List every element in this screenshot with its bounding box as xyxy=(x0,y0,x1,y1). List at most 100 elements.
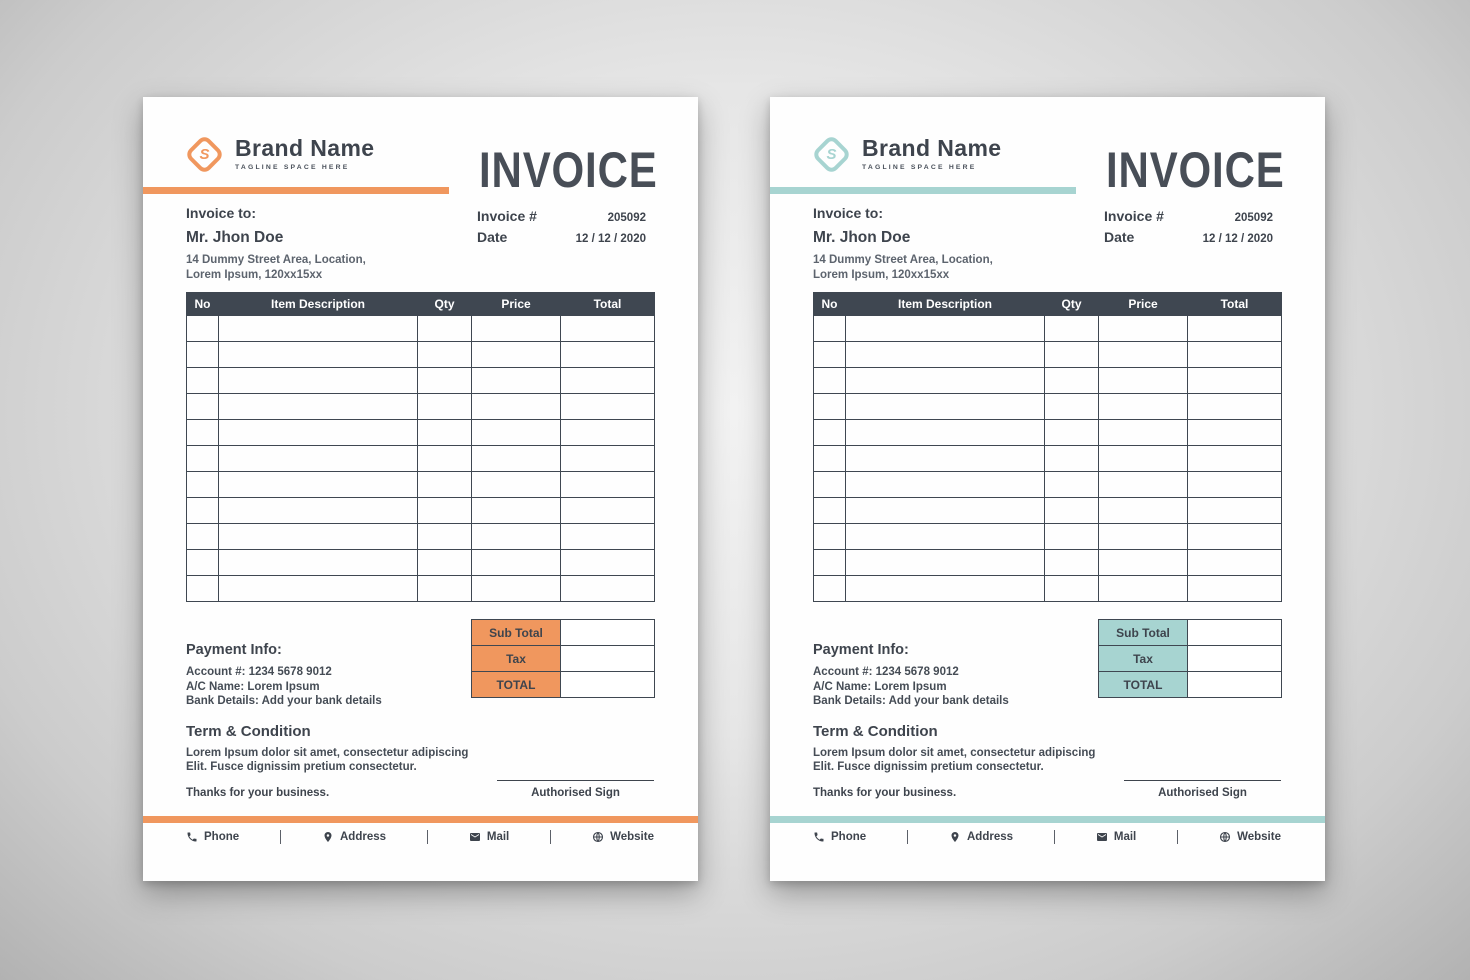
authorised-sign-label: Authorised Sign xyxy=(531,787,620,799)
footer-item-address: Address xyxy=(949,831,1013,843)
empty-item-cell xyxy=(1044,575,1099,602)
brand-logo-letter: S xyxy=(199,146,210,163)
payment-ac-name: A/C Name: Lorem Ipsum xyxy=(813,680,947,693)
subtotal-label: Sub Total xyxy=(1098,619,1188,646)
empty-item-cell xyxy=(218,575,418,602)
empty-item-cell xyxy=(813,367,846,394)
empty-item-cell xyxy=(813,315,846,342)
subtotal-value xyxy=(1187,619,1282,646)
empty-item-cell xyxy=(560,341,655,368)
empty-item-cell xyxy=(218,549,418,576)
payment-account: Account #: 1234 5678 9012 xyxy=(813,666,959,678)
empty-item-cell xyxy=(1044,445,1099,472)
empty-item-cell xyxy=(845,341,1045,368)
invoice-number-label: Invoice # xyxy=(477,208,537,224)
empty-item-cell xyxy=(417,471,472,498)
empty-item-cell xyxy=(560,367,655,394)
empty-item-cell xyxy=(417,315,472,342)
invoice-date-row: Date 12 / 12 / 2020 xyxy=(1104,229,1273,245)
column-header-total: Total xyxy=(560,292,655,316)
empty-item-cell xyxy=(845,393,1045,420)
footer-separator xyxy=(1053,830,1055,844)
empty-item-cell xyxy=(1187,315,1282,342)
bill-to-address-line1: 14 Dummy Street Area, Location, xyxy=(186,254,366,266)
phone-icon xyxy=(187,832,197,842)
tax-label: Tax xyxy=(1098,645,1188,672)
empty-item-cell xyxy=(218,315,418,342)
subtotal-value xyxy=(560,619,655,646)
item-row xyxy=(186,471,655,498)
empty-item-cell xyxy=(417,497,472,524)
empty-item-cell xyxy=(1098,549,1188,576)
empty-item-cell xyxy=(1098,523,1188,550)
footer-label-address: Address xyxy=(339,831,387,843)
invoice-number-row: Invoice # 205092 xyxy=(1104,208,1273,224)
empty-item-cell xyxy=(845,419,1045,446)
empty-item-cell xyxy=(845,549,1045,576)
thanks-note: Thanks for your business. xyxy=(813,787,957,799)
empty-item-cell xyxy=(218,419,418,446)
items-table: No Item Description Qty Price Total xyxy=(186,292,655,602)
item-row xyxy=(186,367,655,394)
empty-item-cell xyxy=(1187,575,1282,602)
footer-separator xyxy=(1177,830,1179,844)
invoice-title: INVOICE xyxy=(1106,142,1285,198)
invoice-meta: Invoice # 205092 Date 12 / 12 / 2020 xyxy=(477,208,646,250)
empty-item-cell xyxy=(1098,315,1188,342)
empty-item-cell xyxy=(813,497,846,524)
items-table-header-row: No Item Description Qty Price Total xyxy=(186,292,655,316)
empty-item-cell xyxy=(813,419,846,446)
mail-icon xyxy=(1096,833,1107,841)
item-row xyxy=(186,445,655,472)
authorised-sign-label: Authorised Sign xyxy=(1158,787,1247,799)
empty-item-cell xyxy=(471,419,561,446)
column-header-description: Item Description xyxy=(845,292,1045,316)
payment-bank-details: Bank Details: Add your bank details xyxy=(186,695,382,708)
item-row xyxy=(186,341,655,368)
empty-item-cell xyxy=(417,367,472,394)
empty-item-cell xyxy=(471,341,561,368)
total-value xyxy=(1187,671,1282,698)
signature-line: Authorised Sign xyxy=(497,780,654,799)
empty-item-cell xyxy=(186,315,219,342)
payment-ac-name: A/C Name: Lorem Ipsum xyxy=(186,680,320,693)
tax-row: Tax xyxy=(1098,645,1282,672)
mail-icon xyxy=(469,833,480,841)
empty-item-cell xyxy=(1187,393,1282,420)
empty-item-cell xyxy=(1098,471,1188,498)
terms-section: Term & Condition Lorem Ipsum dolor sit a… xyxy=(186,723,468,774)
item-row xyxy=(186,497,655,524)
empty-item-cell xyxy=(471,315,561,342)
invoice-number-row: Invoice # 205092 xyxy=(477,208,646,224)
empty-item-cell xyxy=(813,393,846,420)
item-row xyxy=(813,393,1282,420)
brand-logo-letter: S xyxy=(826,146,837,163)
empty-item-cell xyxy=(1098,341,1188,368)
payment-info-heading: Payment Info: xyxy=(186,642,282,658)
empty-item-cell xyxy=(218,367,418,394)
terms-line1: Lorem Ipsum dolor sit amet, consectetur … xyxy=(813,747,1096,759)
brand-logo-icon: S xyxy=(810,133,853,176)
empty-item-cell xyxy=(471,549,561,576)
brand-name: Brand Name xyxy=(235,135,375,161)
footer-separator xyxy=(550,830,552,844)
summary-table: Sub Total Tax TOTAL xyxy=(1098,619,1282,698)
empty-item-cell xyxy=(1187,419,1282,446)
subtotal-row: Sub Total xyxy=(1098,619,1282,646)
empty-item-cell xyxy=(186,367,219,394)
tax-label: Tax xyxy=(471,645,561,672)
terms-heading: Term & Condition xyxy=(186,723,311,740)
item-row xyxy=(813,549,1282,576)
empty-item-cell xyxy=(813,341,846,368)
footer-label-mail: Mail xyxy=(486,831,510,843)
empty-item-cell xyxy=(1098,575,1188,602)
item-row xyxy=(186,315,655,342)
empty-item-cell xyxy=(1044,341,1099,368)
empty-item-cell xyxy=(813,445,846,472)
empty-item-cell xyxy=(218,497,418,524)
empty-item-cell xyxy=(845,315,1045,342)
tax-value xyxy=(1187,645,1282,672)
empty-item-cell xyxy=(417,523,472,550)
empty-item-cell xyxy=(560,315,655,342)
empty-item-cell xyxy=(186,497,219,524)
